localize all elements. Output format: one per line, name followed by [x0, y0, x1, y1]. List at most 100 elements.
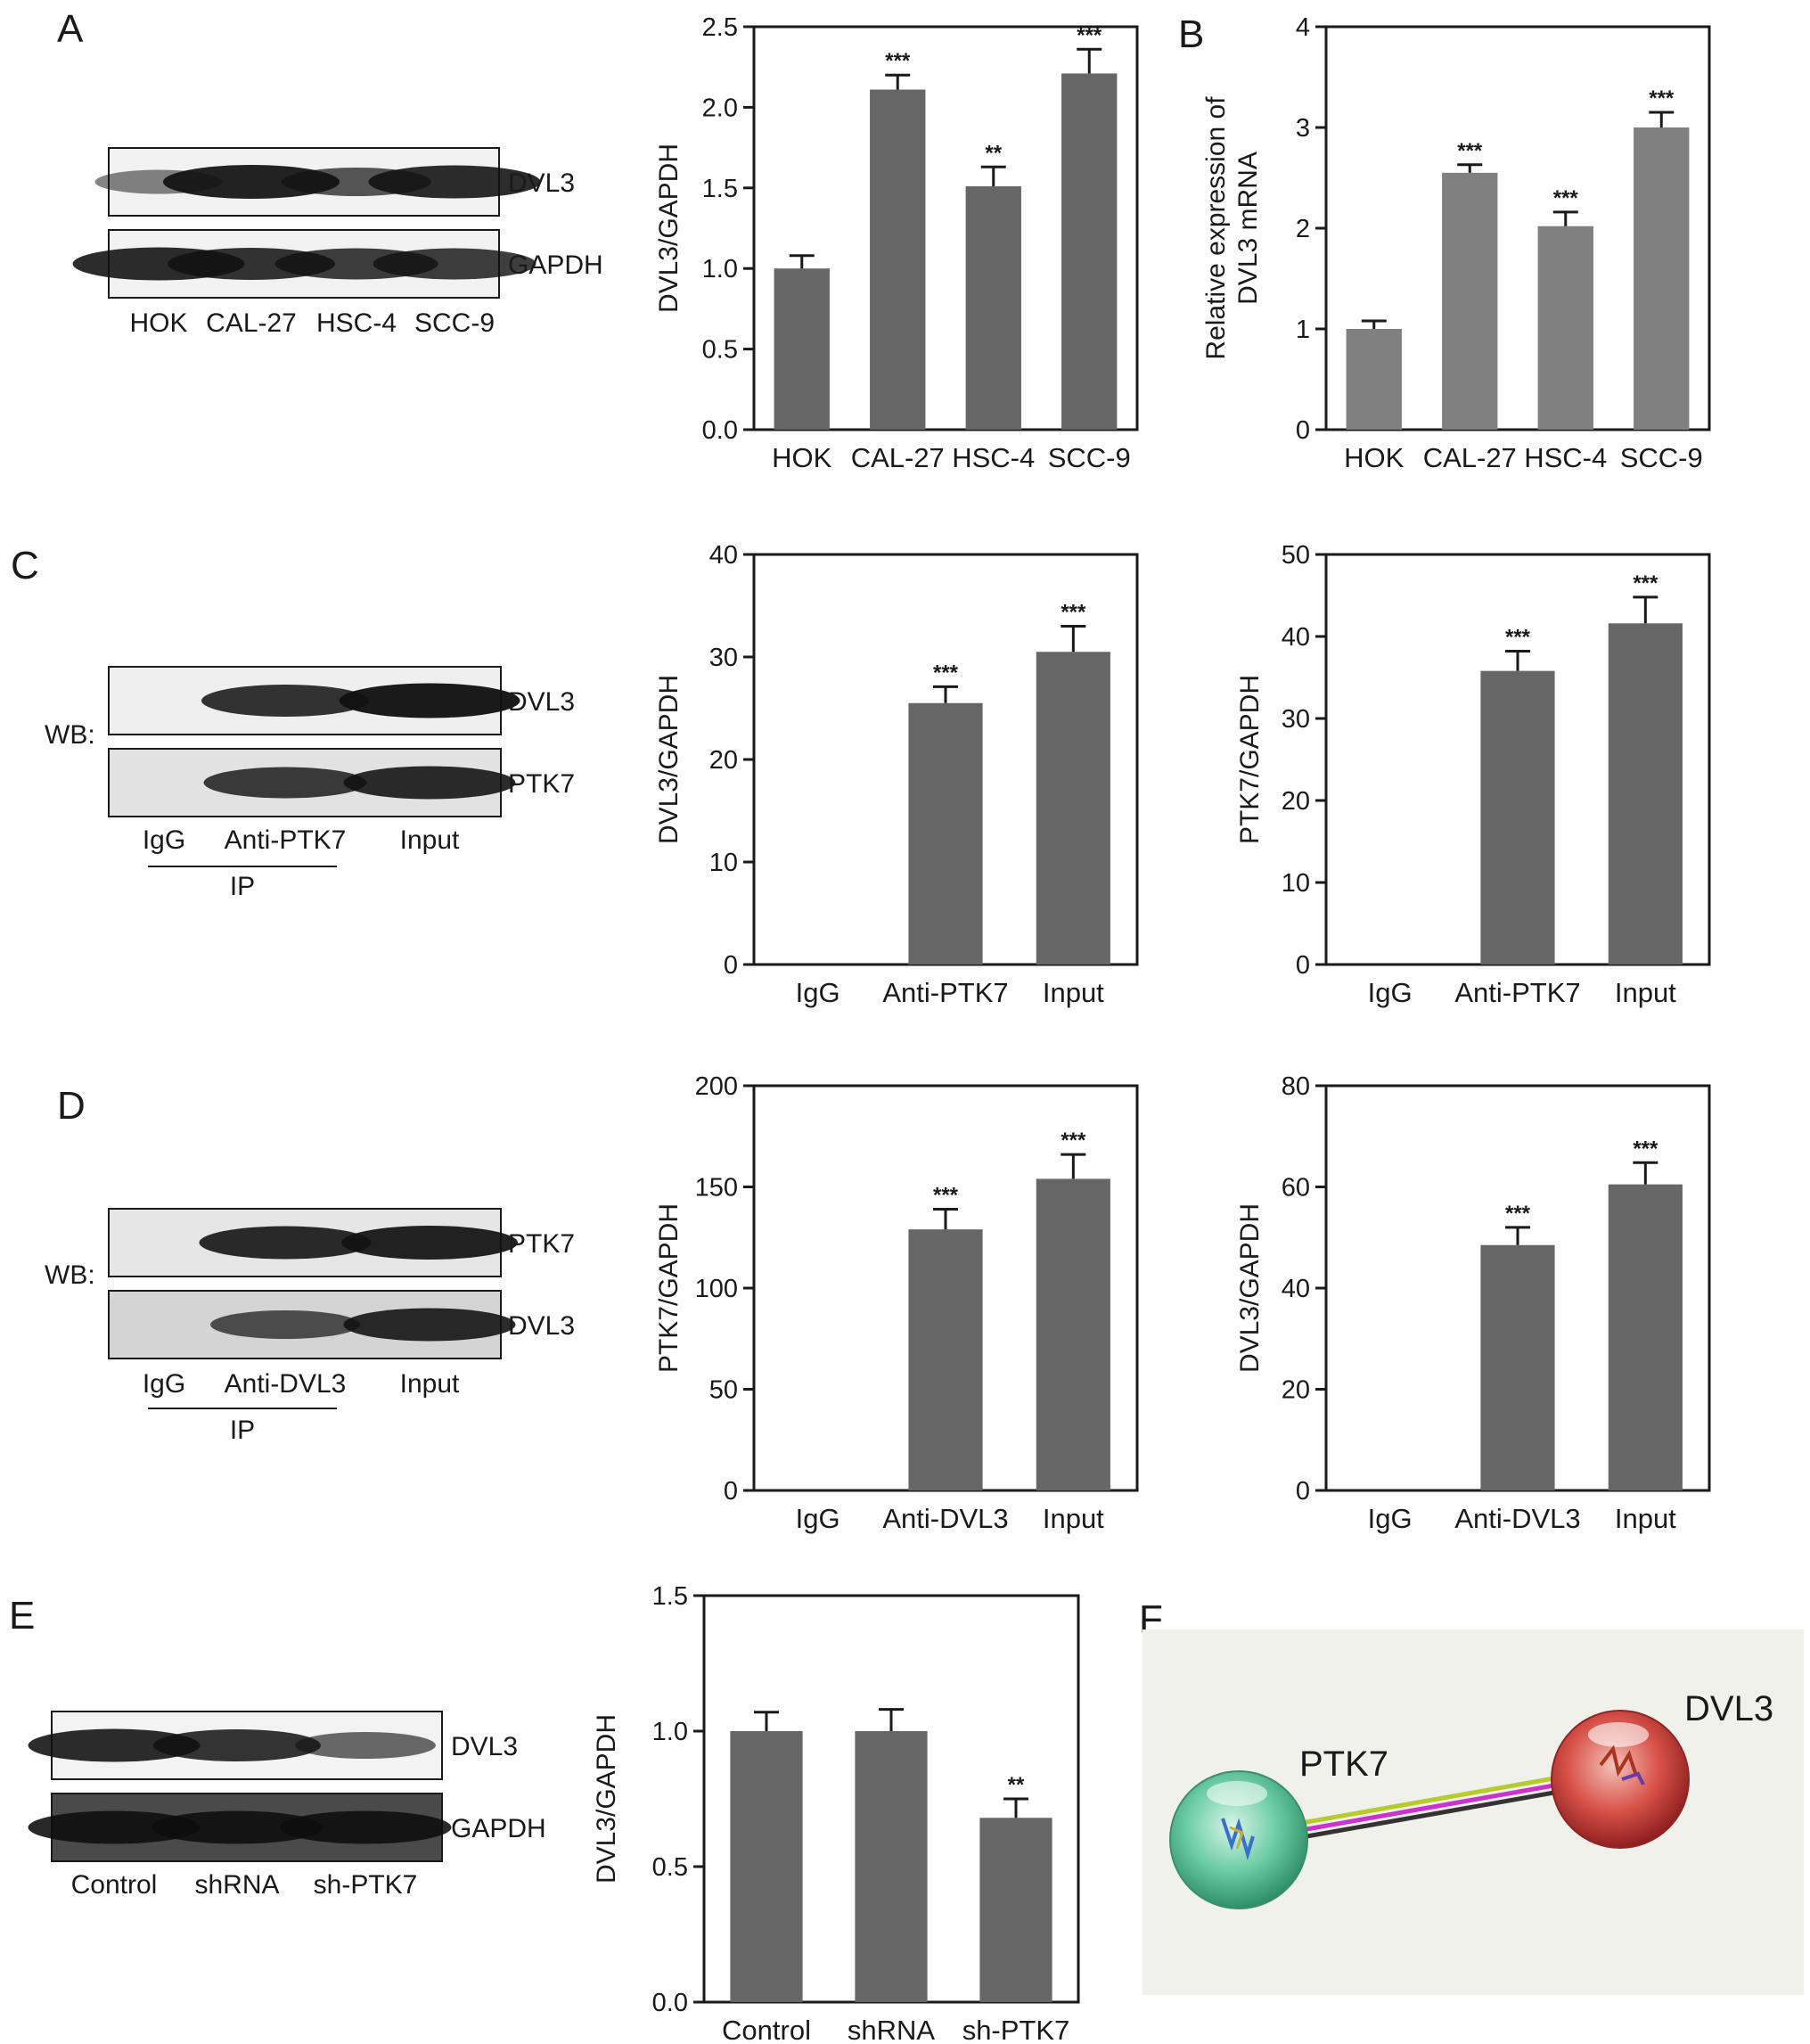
- significance-label: ***: [1649, 86, 1675, 111]
- chart-d-bar1: 0 50 100 150 200 PTK7/GAPDH IgG *** Anti-DVL3 ***…: [654, 1072, 1139, 1534]
- y-tick-label: 50: [709, 1376, 738, 1405]
- blot-band: [210, 1310, 360, 1339]
- x-tick-label: Input: [1615, 977, 1676, 1008]
- blot-row-label: DVL3: [508, 168, 575, 198]
- x-tick-label: CAL-27: [851, 442, 945, 473]
- y-tick-label: 40: [709, 541, 738, 570]
- x-tick-label: Input: [1615, 1503, 1676, 1534]
- bar-cal-27: [870, 89, 926, 431]
- bar-anti-dvl3: [908, 1229, 983, 1490]
- bar-hsc-4: [965, 185, 1021, 430]
- panel-label-c: C: [11, 544, 39, 587]
- bar-input: [1608, 623, 1683, 965]
- y-axis-title: PTK7/GAPDH: [1235, 675, 1265, 844]
- x-tick-label: IgG: [1368, 977, 1413, 1008]
- x-tick-label: sh-PTK7: [962, 2015, 1070, 2044]
- y-tick-label: 1.5: [652, 1582, 688, 1611]
- blot-row-label: PTK7: [508, 1229, 575, 1259]
- blot-band: [343, 1308, 516, 1342]
- panel-label-d: D: [57, 1084, 86, 1128]
- y-tick-label: 1.0: [652, 1718, 688, 1746]
- bar-input: [1608, 1184, 1683, 1490]
- blot-lane-label: Input: [400, 1369, 460, 1399]
- plot-frame: [752, 25, 1139, 431]
- node-label-ptk7: PTK7: [1299, 1744, 1388, 1784]
- y-axis-title-line2: DVL3 mRNA: [1233, 152, 1263, 305]
- y-tick-label: 0: [1296, 416, 1310, 445]
- y-tick-label: 0: [724, 951, 738, 980]
- bar-input: [1036, 1178, 1110, 1490]
- y-tick-label: 0.5: [702, 336, 738, 365]
- node-dvl3[interactable]: [1551, 1710, 1690, 1849]
- bar-anti-ptk7: [1480, 670, 1555, 965]
- y-tick-label: 4: [1296, 13, 1310, 42]
- x-tick-label: SCC-9: [1048, 442, 1131, 473]
- y-axis-title: PTK7/GAPDH: [654, 1203, 684, 1373]
- significance-label: ***: [1633, 571, 1658, 595]
- blot-lane-label: CAL-27: [206, 308, 297, 338]
- x-tick-label: Anti-PTK7: [1454, 977, 1580, 1008]
- bar-hok: [774, 268, 830, 430]
- node-ptk7[interactable]: [1169, 1770, 1308, 1909]
- y-tick-label: 0.5: [652, 1853, 688, 1882]
- blot-band: [279, 1810, 452, 1844]
- blot-band: [373, 248, 536, 280]
- x-tick-label: HSC-4: [952, 442, 1035, 473]
- significance-label: ***: [1505, 626, 1531, 650]
- x-tick-label: Anti-PTK7: [882, 977, 1008, 1008]
- x-tick-label: Anti-DVL3: [882, 1503, 1008, 1534]
- y-tick-label: 40: [1282, 1275, 1310, 1303]
- y-tick-label: 30: [1282, 705, 1310, 734]
- y-tick-label: 1.0: [702, 255, 738, 283]
- blot-row-label: PTK7: [508, 769, 575, 799]
- blot-panel-d: PTK7 DVL3 IgG Anti-DVL3 Input WB: IP: [45, 1208, 575, 1445]
- panel-label-e: E: [9, 1594, 36, 1638]
- x-tick-label: Input: [1043, 977, 1104, 1008]
- chart-d-bar2: 0 20 40 60 80 DVL3/GAPDH IgG *** Anti-DVL3 *** Inp…: [1235, 1072, 1711, 1534]
- significance-label: ***: [933, 661, 959, 685]
- blot-lane-label: Control: [71, 1870, 158, 1900]
- y-tick-label: 2.0: [702, 94, 738, 122]
- blot-band: [163, 165, 340, 199]
- y-tick-label: 0: [1296, 1477, 1310, 1506]
- y-axis-title: Relative expression of: [1201, 96, 1231, 360]
- bar-input: [1036, 652, 1110, 965]
- ip-label: IP: [230, 872, 255, 901]
- blot-lane-label: HSC-4: [316, 308, 397, 338]
- x-tick-label: HOK: [772, 442, 832, 473]
- bar-shrna: [855, 1731, 928, 2002]
- significance-label: ***: [885, 49, 911, 73]
- significance-label: ***: [1553, 186, 1579, 210]
- significance-label: ***: [1633, 1137, 1658, 1161]
- y-tick-label: 2.5: [702, 13, 738, 42]
- bar-hsc-4: [1537, 226, 1593, 430]
- y-tick-label: 20: [709, 746, 738, 775]
- blot-row-label: DVL3: [508, 687, 575, 717]
- y-tick-label: 10: [709, 849, 738, 877]
- y-tick-label: 3: [1296, 114, 1310, 143]
- y-tick-label: 10: [1282, 869, 1310, 898]
- y-tick-label: 200: [695, 1072, 738, 1101]
- panel-label-a: A: [57, 7, 84, 51]
- y-axis-title: DVL3/GAPDH: [654, 675, 684, 844]
- blot-band: [28, 1728, 201, 1762]
- significance-label: ***: [1505, 1202, 1531, 1226]
- blot-lane-label: IgG: [143, 1369, 185, 1399]
- y-tick-label: 2: [1296, 215, 1310, 243]
- y-tick-label: 30: [709, 644, 738, 672]
- y-tick-label: 0.0: [702, 416, 738, 445]
- blot-band: [153, 1729, 321, 1761]
- blot-lane-label: Anti-PTK7: [225, 825, 347, 855]
- chart-c-bar2: 0 10 20 30 40 50 PTK7/GAPDH IgG *** Anti-PTK7 *** I…: [1235, 541, 1711, 1008]
- blot-row-label: GAPDH: [508, 250, 603, 280]
- y-tick-label: 40: [1282, 623, 1310, 652]
- y-tick-label: 1: [1296, 316, 1310, 344]
- blot-band: [295, 1732, 436, 1759]
- y-tick-label: 1.5: [702, 175, 738, 203]
- edge-line-coexpression: [1296, 1774, 1565, 1826]
- x-tick-label: shRNA: [848, 2015, 936, 2044]
- chart-c-bar1: 0 10 20 30 40 DVL3/GAPDH IgG *** Anti-PTK7 *** Inp…: [654, 541, 1139, 1008]
- blot-lane-label: sh-PTK7: [314, 1870, 418, 1900]
